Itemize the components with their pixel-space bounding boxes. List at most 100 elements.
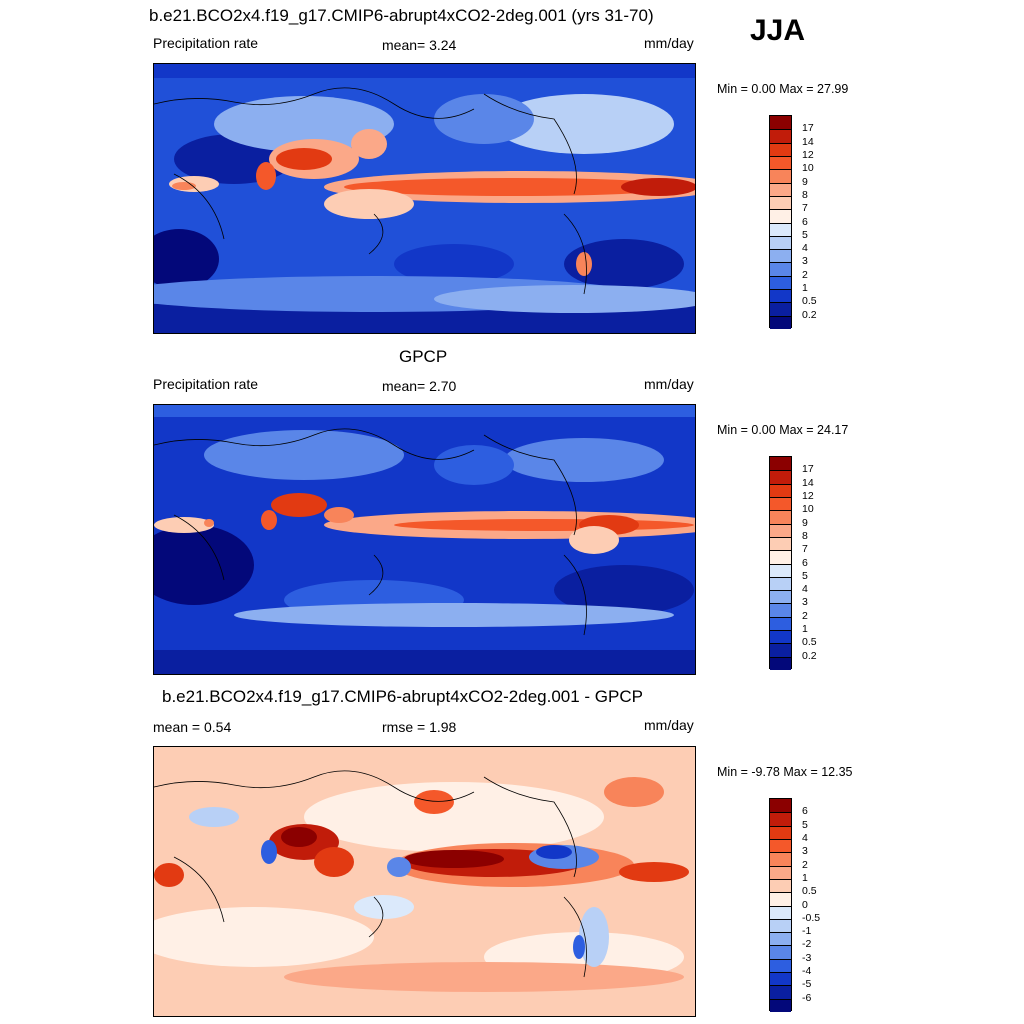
colorbar-box [770, 129, 791, 143]
colorbar-box [770, 222, 791, 236]
colorbar-tick-label: 1 [802, 871, 808, 884]
panel3-minmax: Min = -9.78 Max = 12.35 [717, 765, 853, 779]
colorbar-tick-label: 2 [802, 609, 808, 622]
colorbar-box [770, 457, 791, 471]
colorbar-box [770, 958, 791, 973]
colorbar-tick-label: 5 [802, 569, 808, 582]
colorbar-tick-label: 6 [802, 556, 808, 569]
panel2-title: GPCP [399, 347, 448, 366]
colorbar-tick-label: 7 [802, 543, 808, 556]
colorbar-tick-label: 1 [802, 623, 808, 636]
colorbar-tick-label: 6 [802, 805, 808, 818]
colorbar-box [770, 972, 791, 986]
colorbar-box [770, 838, 791, 853]
colorbar-box [770, 852, 791, 866]
colorbar-box [770, 235, 791, 250]
colorbar-box [770, 209, 791, 223]
colorbar-box [770, 892, 791, 906]
colorbar-box [770, 905, 791, 919]
colorbar-box [770, 289, 791, 303]
colorbar-tick-label: 8 [802, 188, 808, 201]
panel1-map [153, 63, 696, 334]
panel2-map [153, 404, 696, 675]
panel3-title: b.e21.BCO2x4.f19_g17.CMIP6-abrupt4xCO2-2… [162, 687, 643, 706]
colorbar-tick-label: 8 [802, 529, 808, 542]
colorbar-tick-label: 2 [802, 858, 808, 871]
colorbar-tick-label: 12 [802, 489, 814, 502]
colorbar-box [770, 523, 791, 537]
panel3-mean-label: mean = 0.54 [153, 719, 232, 735]
colorbar-box [770, 998, 791, 1012]
colorbar-box [770, 825, 791, 839]
colorbar-box [770, 603, 791, 617]
colorbar-tick-label: 9 [802, 516, 808, 529]
colorbar-tick-label: 4 [802, 242, 808, 255]
panel3-map [153, 746, 696, 1017]
panel3-rmse-label: rmse = 1.98 [382, 719, 457, 735]
colorbar-box [770, 656, 791, 670]
panel2-variable-label: Precipitation rate [153, 376, 259, 392]
colorbar-box [770, 315, 791, 329]
colorbar-tick-label: 3 [802, 596, 808, 609]
panel1-units-label: mm/day [644, 35, 694, 51]
panel1-minmax: Min = 0.00 Max = 27.99 [717, 82, 849, 96]
panel1-variable-label: Precipitation rate [153, 35, 259, 51]
colorbar-tick-label: 7 [802, 202, 808, 215]
colorbar-tick-label: 0 [802, 898, 808, 911]
colorbar-tick-label: 1 [802, 282, 808, 295]
colorbar-tick-label: 12 [802, 148, 814, 161]
colorbar-box [770, 169, 791, 183]
colorbar-tick-label: 14 [802, 135, 814, 148]
season-label: JJA [750, 14, 806, 47]
colorbar-tick-label: 3 [802, 845, 808, 858]
colorbar-tick-label: 10 [802, 162, 814, 175]
colorbar-tick-label: 6 [802, 215, 808, 228]
colorbar-tick-label: 2 [802, 268, 808, 281]
colorbar-box [770, 576, 791, 591]
colorbar-box [770, 616, 791, 631]
colorbar-box [770, 865, 791, 879]
colorbar-box [770, 563, 791, 577]
colorbar-box [770, 799, 791, 813]
colorbar-box [770, 590, 791, 604]
panel1-colorbar [769, 115, 792, 329]
colorbar-tick-label: -2 [802, 938, 812, 951]
colorbar-tick-label: 17 [802, 122, 814, 135]
colorbar-tick-label: 0.5 [802, 885, 817, 898]
colorbar-box [770, 155, 791, 170]
colorbar-box [770, 275, 791, 290]
colorbar-box [770, 302, 791, 316]
colorbar-box [770, 812, 791, 826]
panel2-mean-label: mean= 2.70 [382, 378, 457, 394]
colorbar-tick-label: -5 [802, 978, 812, 991]
colorbar-tick-label: -3 [802, 951, 812, 964]
colorbar-box [770, 630, 791, 644]
panel2-minmax: Min = 0.00 Max = 24.17 [717, 423, 849, 437]
colorbar-tick-label: 3 [802, 255, 808, 268]
colorbar-tick-label: -1 [802, 925, 812, 938]
panel2-colorbar [769, 456, 792, 670]
colorbar-box [770, 536, 791, 551]
colorbar-tick-label: 0.5 [802, 636, 817, 649]
colorbar-tick-label: 17 [802, 463, 814, 476]
colorbar-tick-label: 5 [802, 818, 808, 831]
colorbar-box [770, 470, 791, 484]
panel1-mean-label: mean= 3.24 [382, 37, 457, 53]
colorbar-tick-label: 0.2 [802, 308, 817, 321]
colorbar-box [770, 483, 791, 497]
colorbar-box [770, 116, 791, 130]
colorbar-tick-label: 4 [802, 583, 808, 596]
colorbar-tick-label: 0.2 [802, 649, 817, 662]
colorbar-box [770, 643, 791, 657]
panel1-title: b.e21.BCO2x4.f19_g17.CMIP6-abrupt4xCO2-2… [149, 6, 654, 25]
colorbar-box [770, 932, 791, 946]
colorbar-box [770, 985, 791, 999]
colorbar-tick-label: -6 [802, 991, 812, 1004]
panel3-units-label: mm/day [644, 717, 694, 733]
colorbar-box [770, 945, 791, 959]
colorbar-box [770, 195, 791, 210]
colorbar-tick-label: -0.5 [802, 911, 821, 924]
colorbar-box [770, 249, 791, 263]
colorbar-box [770, 496, 791, 511]
colorbar-tick-label: 4 [802, 831, 808, 844]
